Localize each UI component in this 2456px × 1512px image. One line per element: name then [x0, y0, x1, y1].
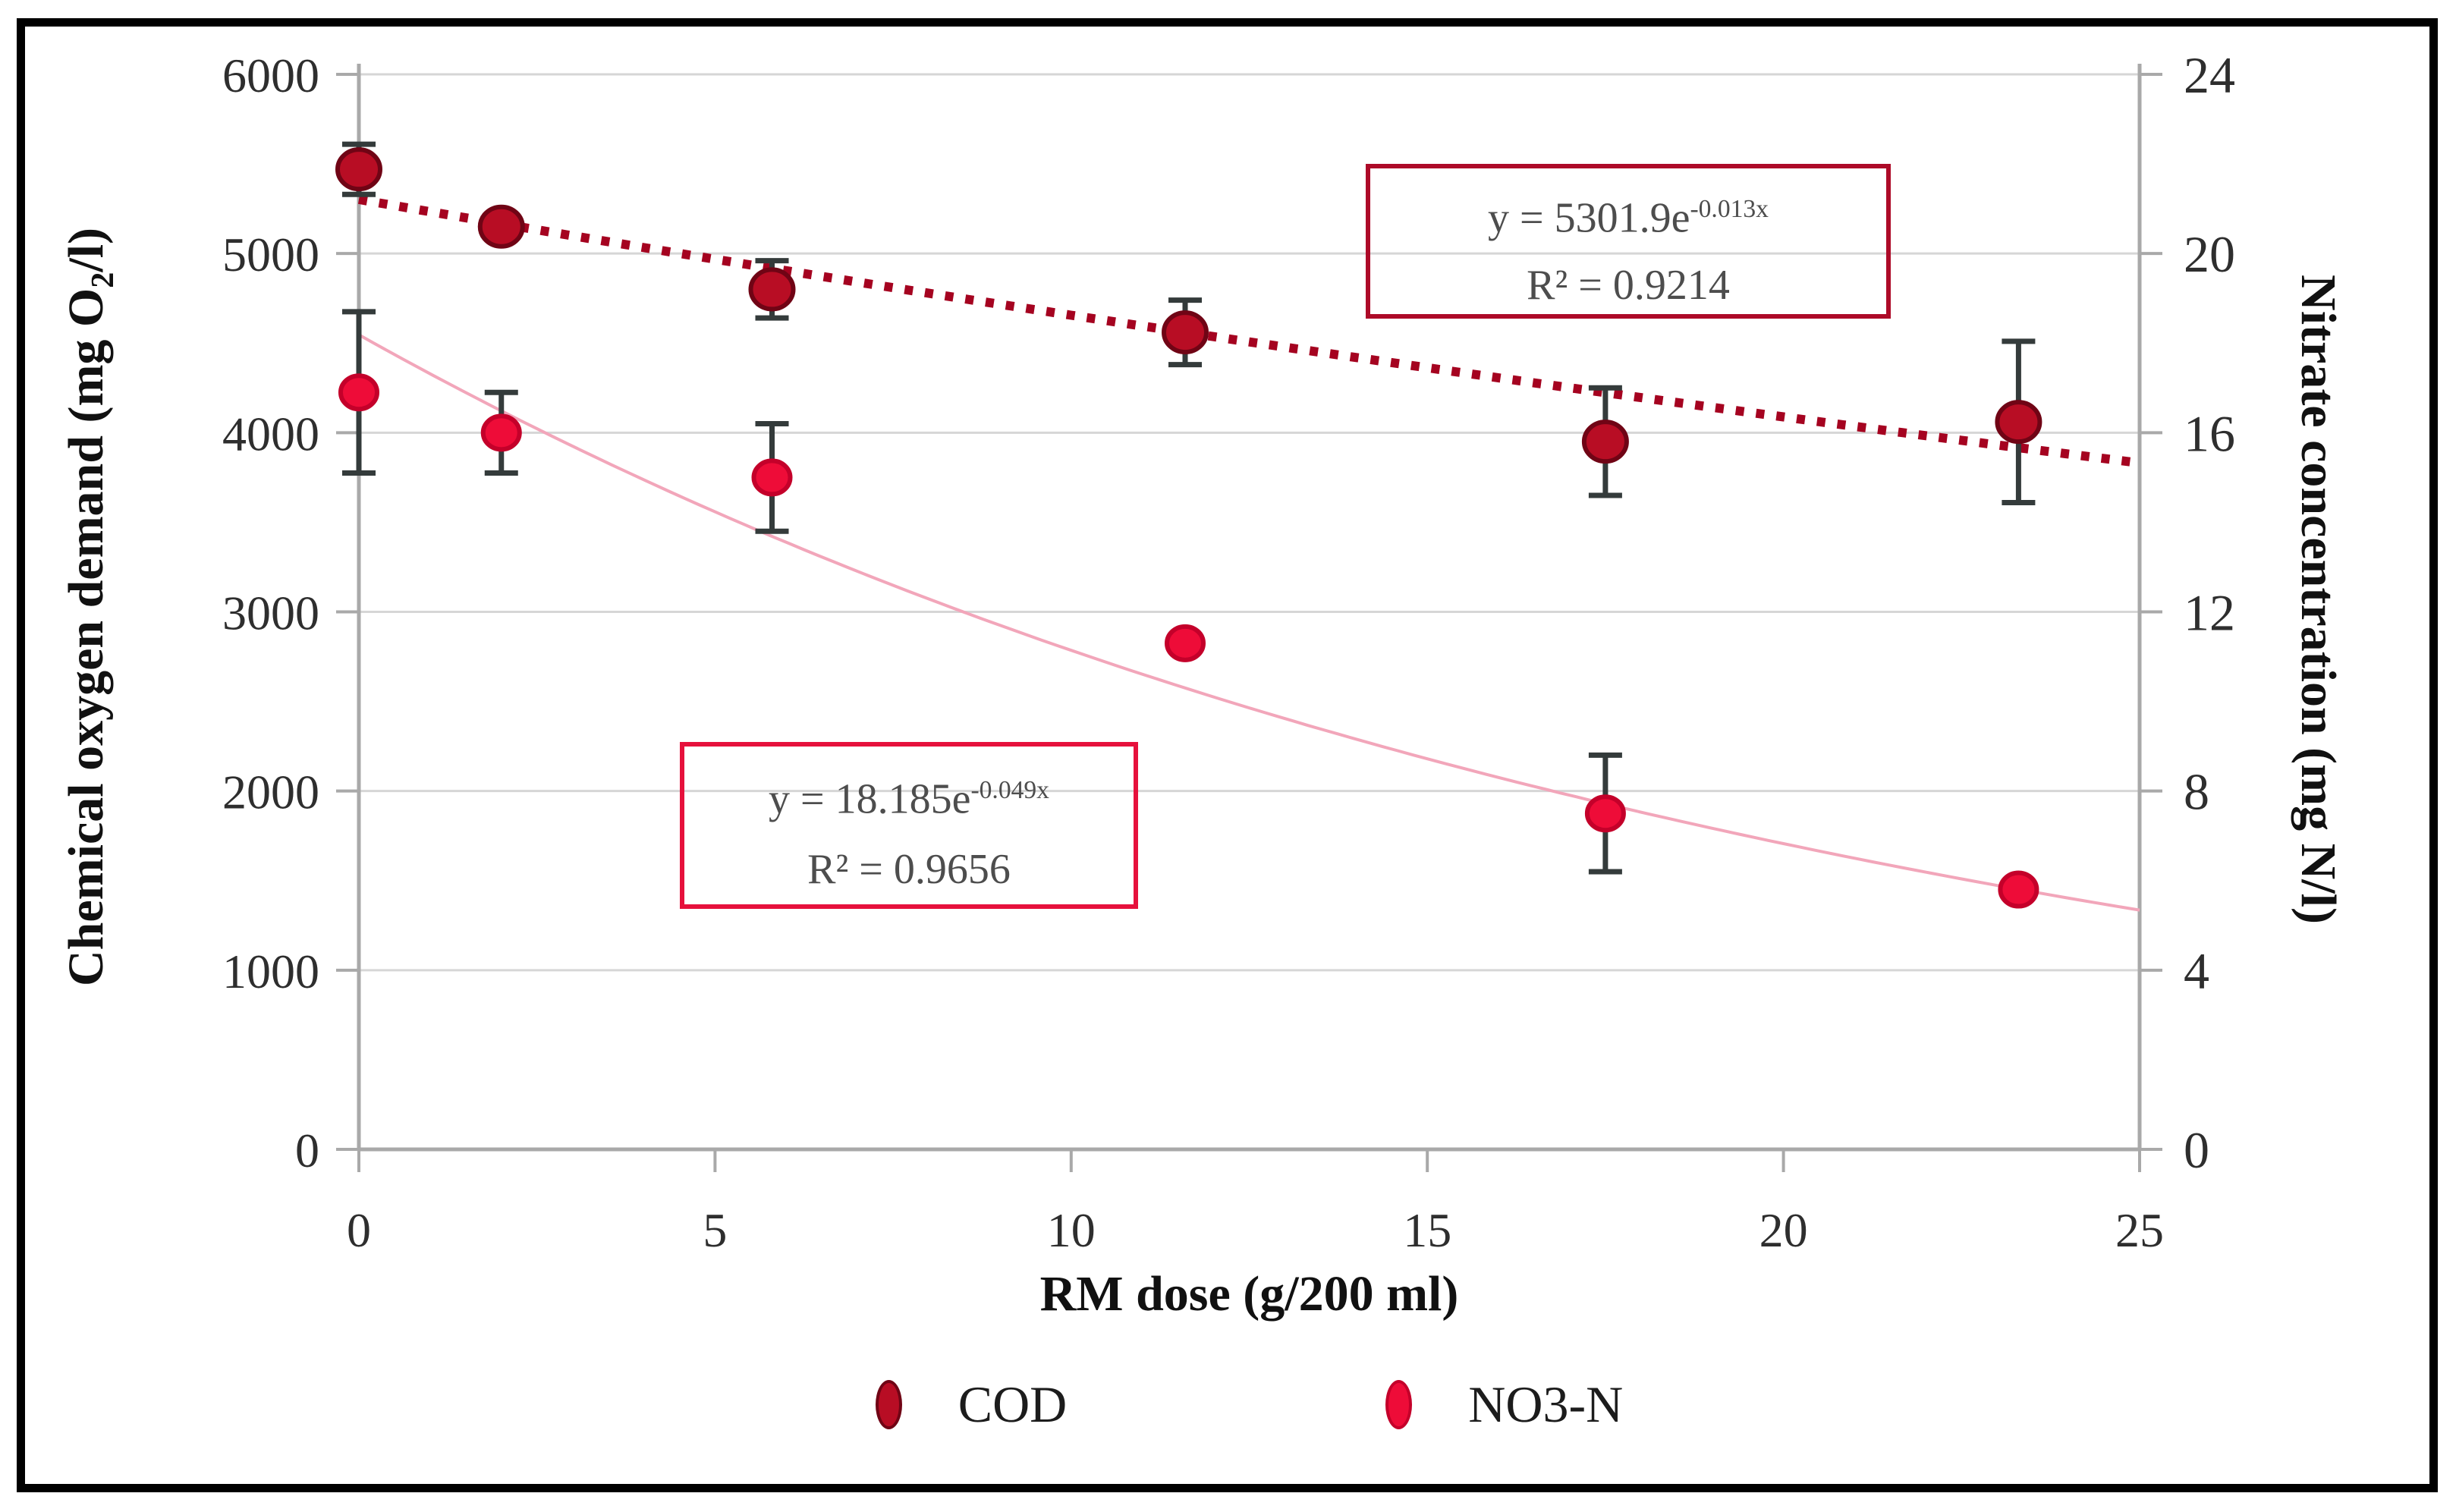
y-right-tick-label: 8: [2184, 763, 2209, 821]
no3n-data-point: [480, 413, 522, 452]
no3-equation-exponent: -0.049x: [970, 776, 1049, 804]
y-left-tick-label: 5000: [222, 228, 319, 281]
cod-data-point: [1162, 310, 1209, 355]
y-left-tick-label: 3000: [222, 586, 319, 640]
no3n-data-point: [1165, 624, 1206, 662]
y-right-tick-label: 12: [2184, 584, 2235, 642]
cod-r-squared: R² = 0.9214: [1527, 261, 1730, 309]
cod-equation: y = 5301.9e-0.013x: [1370, 176, 1886, 252]
cod-equation-exponent: -0.013x: [1690, 195, 1769, 223]
no3-equation: y = 18.185e-0.049x: [684, 756, 1134, 835]
legend-item-no3: NO3-N: [1385, 1375, 1623, 1435]
no3n-data-point: [751, 458, 793, 497]
y-left-tick-label: 0: [295, 1124, 319, 1177]
x-tick-label: 15: [1403, 1203, 1451, 1257]
cod-data-point: [335, 147, 382, 192]
no3n-trendline: [358, 333, 2140, 912]
y-right-tick-label: 16: [2184, 404, 2235, 462]
y-right-tick-label: 0: [2184, 1121, 2209, 1179]
x-tick-label: 0: [347, 1203, 371, 1257]
cod-data-point: [477, 204, 525, 249]
no3-equation-base: y = 18.185e: [769, 775, 971, 823]
x-axis-title-box: RM dose (g/200 ml): [359, 1265, 2140, 1323]
cod-data-point: [748, 267, 796, 312]
right-axis-title: Nitrate concentration (mg N/l): [2291, 275, 2346, 924]
left-axis-title-subscript: 2: [85, 272, 121, 288]
legend-label-no3: NO3-N: [1468, 1375, 1624, 1433]
x-tick-label: 25: [2115, 1203, 2164, 1257]
left-axis-title-text: Chemical oxygen demand (mg O: [58, 288, 114, 987]
cod-trendline: [357, 194, 2140, 468]
x-tick-label: 5: [703, 1203, 727, 1257]
y-right-tick-label: 4: [2184, 942, 2209, 1000]
no3-marker-icon: [1385, 1380, 1413, 1429]
y-left-tick-label: 6000: [222, 49, 319, 102]
no3-equation-box: y = 18.185e-0.049x R² = 0.9656: [680, 742, 1138, 909]
left-axis-title: Chemical oxygen demand (mg O2/l): [58, 228, 121, 986]
legend-item-cod: COD: [875, 1375, 1068, 1435]
y-right-tick-label: 20: [2184, 225, 2235, 283]
left-axis-title-unit: /l): [58, 227, 114, 272]
y-left-tick-label: 4000: [222, 407, 319, 461]
legend-label-cod: COD: [958, 1375, 1068, 1433]
legend: COD NO3-N: [359, 1375, 2140, 1435]
cod-equation-base: y = 5301.9e: [1488, 194, 1690, 242]
no3n-data-point: [1998, 870, 2039, 909]
cod-data-point: [1995, 400, 2042, 445]
y-right-tick-label: 24: [2184, 46, 2235, 104]
no3n-data-point: [1584, 794, 1626, 833]
no3n-data-point: [338, 373, 379, 412]
x-tick-label: 20: [1759, 1203, 1808, 1257]
y-left-tick-label: 1000: [222, 945, 319, 998]
x-axis-title: RM dose (g/200 ml): [1039, 1266, 1459, 1322]
y-left-tick-label: 2000: [222, 765, 319, 819]
x-tick-label: 10: [1047, 1203, 1096, 1257]
cod-marker-icon: [875, 1380, 902, 1429]
cod-equation-box: y = 5301.9e-0.013x R² = 0.9214: [1366, 164, 1891, 319]
no3-r-squared: R² = 0.9656: [807, 845, 1011, 893]
cod-data-point: [1581, 420, 1629, 464]
